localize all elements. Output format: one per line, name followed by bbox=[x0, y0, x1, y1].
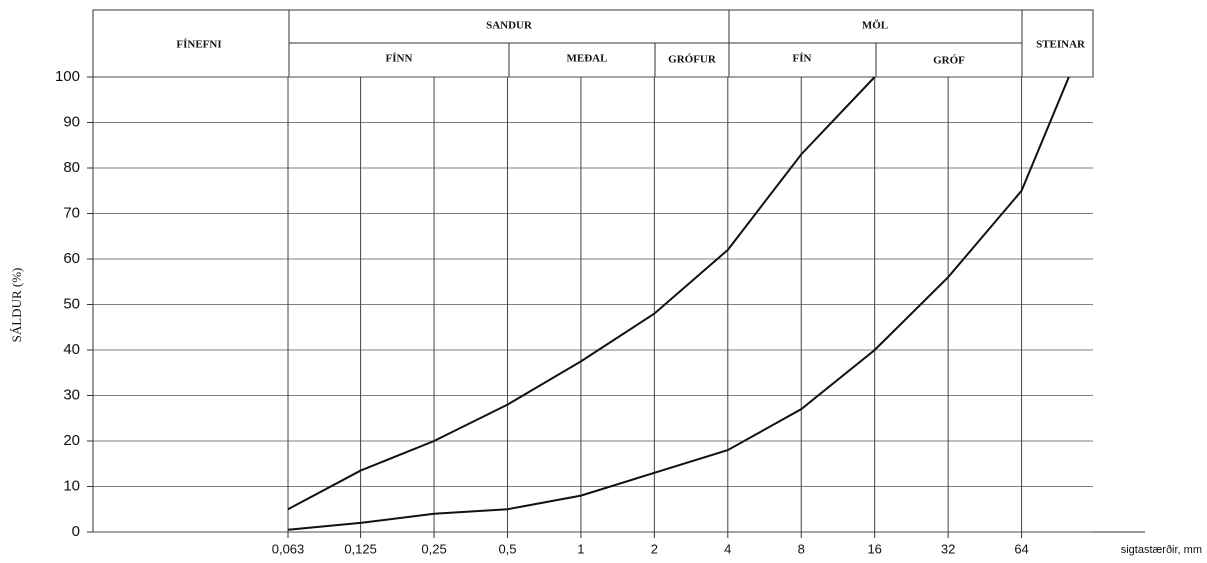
x-tick-label: 16 bbox=[867, 541, 881, 556]
y-tick-label: 70 bbox=[63, 204, 80, 221]
y-tick-label: 0 bbox=[72, 523, 80, 540]
header-label: MÖL bbox=[862, 19, 888, 32]
header-label: FÍNEFNI bbox=[176, 39, 221, 51]
header: FÍNEFNI SANDUR FÍNN MEÐAL GRÓFUR MÖL FÍN… bbox=[92, 9, 1094, 78]
x-tick-label: 2 bbox=[651, 541, 658, 556]
y-tick-label: 10 bbox=[63, 477, 80, 494]
y-tick-label: 20 bbox=[63, 432, 80, 449]
header-label: MEÐAL bbox=[567, 53, 608, 65]
y-tick-label: 30 bbox=[63, 386, 80, 403]
y-tick-label: 80 bbox=[63, 159, 80, 176]
x-axis-title: sigtastærðir, mm bbox=[1121, 544, 1202, 556]
x-tick-label: 4 bbox=[724, 541, 731, 556]
series-line bbox=[287, 76, 876, 511]
x-tick-label: 0,5 bbox=[498, 541, 516, 556]
y-tick-label: 100 bbox=[55, 68, 80, 85]
series-line bbox=[287, 76, 1070, 531]
header-label: STEINAR bbox=[1036, 39, 1086, 51]
header-label: GRÓF bbox=[933, 55, 965, 67]
y-tick-label: 90 bbox=[63, 113, 80, 130]
header-label: GRÓFUR bbox=[668, 54, 717, 66]
x-tick-label: 64 bbox=[1014, 541, 1028, 556]
x-tick-label: 0,063 bbox=[272, 541, 305, 556]
x-tick-label: 32 bbox=[941, 541, 955, 556]
x-tick-label: 0,125 bbox=[344, 541, 377, 556]
header-label: FÍNN bbox=[386, 53, 413, 65]
y-axis-title: SÁLDUR (%) bbox=[9, 268, 24, 343]
y-tick-label: 60 bbox=[63, 250, 80, 267]
y-tick-label: 40 bbox=[63, 341, 80, 358]
header-label: SANDUR bbox=[486, 20, 533, 32]
y-tick-label: 50 bbox=[63, 295, 80, 312]
header-label: FÍN bbox=[793, 53, 812, 65]
x-tick-label: 1 bbox=[577, 541, 584, 556]
x-tick-label: 0,25 bbox=[421, 541, 446, 556]
x-tick-label: 8 bbox=[798, 541, 805, 556]
